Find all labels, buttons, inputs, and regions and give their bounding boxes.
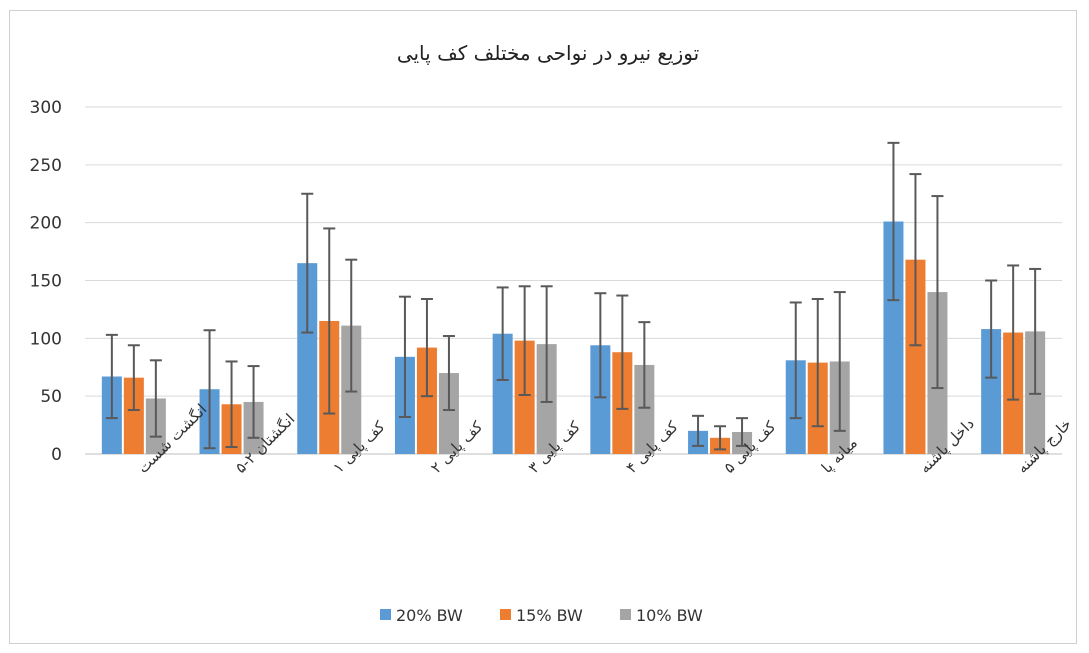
error-bars <box>105 141 1042 451</box>
y-tick-label: 300 <box>30 98 62 118</box>
bar-3-4 <box>438 373 459 454</box>
legend-label-3: 10% BW <box>636 606 703 625</box>
bar-2-1 <box>123 377 144 454</box>
bar-1-5 <box>492 333 513 454</box>
bar-1-6 <box>590 345 611 454</box>
legend-label-1: 20% BW <box>396 606 463 625</box>
category-label: انگشتان ۲-۵ <box>232 410 299 477</box>
legend-swatch-2 <box>500 609 511 620</box>
bar-2-4 <box>416 347 437 454</box>
bar-1-9 <box>883 221 904 454</box>
bar-1-10 <box>981 329 1002 454</box>
y-tick-label: 50 <box>40 387 62 407</box>
bars <box>101 221 1046 454</box>
y-tick-label: 100 <box>30 329 62 349</box>
y-tick-label: 250 <box>30 156 62 176</box>
y-tick-label: 150 <box>30 272 62 292</box>
y-tick-label: 200 <box>30 214 62 234</box>
legend-swatch-1 <box>380 609 391 620</box>
legend-swatch-3 <box>620 609 631 620</box>
chart-title: توزیع نیرو در نواحی مختلف کف پایی <box>397 41 699 66</box>
bar-3-6 <box>634 364 655 454</box>
category-label: انگشت شست <box>134 400 211 477</box>
bar-1-3 <box>297 263 318 454</box>
legend-label-2: 15% BW <box>516 606 583 625</box>
bar-2-9 <box>905 259 926 454</box>
y-axis-ticks: 0 50 100 150 200 250 300 <box>30 98 62 465</box>
legend: 20% BW 15% BW 10% BW <box>380 606 703 625</box>
bar-2-5 <box>514 340 535 454</box>
y-tick-label: 0 <box>51 445 62 465</box>
